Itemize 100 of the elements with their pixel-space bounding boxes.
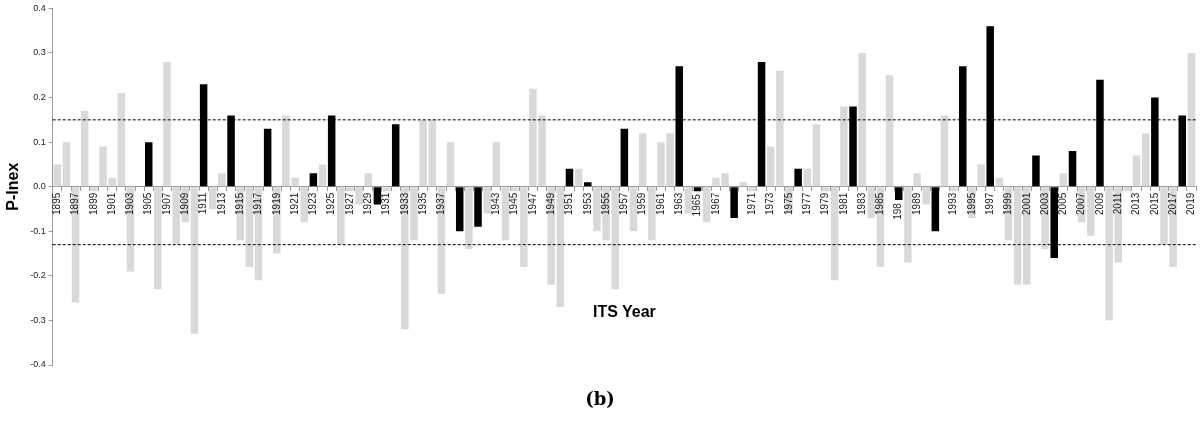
- bar: [1059, 173, 1068, 187]
- x-tick-label: 1977: [801, 192, 813, 215]
- x-tick-label: 1951: [563, 192, 575, 215]
- x-tick-label: 1971: [746, 192, 758, 215]
- bar: [812, 124, 821, 187]
- y-tick-label: 0.1: [33, 136, 46, 147]
- bar: [620, 128, 629, 187]
- x-tick-label: 1927: [343, 192, 355, 215]
- x-tick-label: 1907: [160, 192, 172, 215]
- bar: [977, 164, 985, 187]
- bar: [492, 142, 501, 187]
- x-tick-label: 1901: [105, 192, 117, 215]
- x-tick-label: 1911: [197, 192, 209, 215]
- bar: [584, 182, 592, 187]
- x-tick-label: 1989: [910, 192, 922, 215]
- bar: [364, 173, 373, 187]
- bar: [90, 187, 98, 192]
- bar: [419, 119, 427, 187]
- x-tick-label: 2001: [1020, 192, 1032, 215]
- x-tick-label: 1967: [709, 192, 721, 215]
- bar: [309, 173, 318, 187]
- x-tick-label: 1973: [764, 192, 776, 215]
- bar: [858, 52, 866, 187]
- x-tick-label: 1897: [69, 192, 81, 215]
- x-tick-label: 1931: [380, 192, 392, 215]
- bar: [318, 164, 327, 187]
- bar: [209, 187, 217, 209]
- x-tick-label: 1993: [947, 192, 959, 215]
- x-tick-label: 1949: [544, 192, 556, 215]
- x-tick-label: 198: [892, 202, 904, 220]
- x-tick-label: 1929: [362, 192, 374, 215]
- bar: [455, 187, 464, 232]
- bar: [172, 187, 180, 245]
- bar: [501, 187, 510, 241]
- x-tick-label: 1955: [599, 192, 611, 215]
- bar: [80, 110, 89, 187]
- x-tick-label: 2019: [1185, 192, 1197, 215]
- x-tick-label: 2017: [1166, 192, 1178, 215]
- x-tick-label: 1905: [142, 192, 154, 215]
- bar: [190, 187, 199, 334]
- bar: [428, 119, 437, 187]
- bar: [885, 75, 894, 187]
- bar: [739, 182, 748, 187]
- bar: [840, 106, 848, 187]
- bar: [693, 187, 702, 192]
- bar: [702, 187, 711, 223]
- x-axis-title: ITS Year: [592, 303, 656, 321]
- x-tick-label: 1995: [965, 192, 977, 215]
- bar: [373, 187, 382, 205]
- bar: [766, 146, 775, 187]
- bar: [940, 115, 949, 187]
- x-tick-label: 1985: [874, 192, 886, 215]
- y-tick-label: 0.0: [33, 181, 46, 192]
- bar: [218, 173, 226, 187]
- bar: [730, 187, 738, 218]
- bar: [931, 187, 940, 232]
- y-tick-label: -0.3: [30, 314, 46, 325]
- bar: [245, 187, 254, 267]
- bar: [53, 164, 62, 187]
- x-tick-label: 1953: [581, 192, 593, 215]
- y-tick-label: -0.2: [30, 270, 46, 281]
- bar: [145, 142, 153, 187]
- x-tick-label: 2011: [1112, 192, 1124, 215]
- bar: [803, 168, 812, 187]
- bar: [1123, 187, 1132, 192]
- x-tick-label: 1913: [215, 192, 227, 215]
- bar: [1105, 187, 1113, 321]
- x-tick-label: 1975: [782, 192, 794, 215]
- bar: [638, 133, 647, 187]
- bar: [1023, 187, 1031, 285]
- x-tick-label: 1933: [398, 192, 410, 215]
- y-tick-label: -0.4: [30, 359, 46, 370]
- bar: [1032, 155, 1040, 187]
- x-tick-label: 1983: [855, 192, 867, 215]
- x-tick-label: 1981: [837, 192, 849, 215]
- x-tick-label: 1961: [654, 192, 666, 215]
- bar: [913, 173, 921, 187]
- x-tick-label: 1937: [435, 192, 447, 215]
- bar: [748, 187, 757, 192]
- bar: [867, 187, 876, 218]
- bar: [1132, 155, 1141, 187]
- bar: [1087, 187, 1095, 236]
- x-tick-label: 1895: [51, 192, 63, 215]
- x-tick-label: 1903: [124, 192, 136, 215]
- bar: [519, 187, 528, 267]
- bar: [830, 187, 839, 281]
- bar: [382, 187, 391, 192]
- bar: [300, 187, 308, 223]
- bar: [547, 187, 555, 285]
- bar: [163, 61, 171, 187]
- x-tick-label: 1957: [618, 192, 630, 215]
- bar: [821, 187, 830, 192]
- x-tick-label: 1917: [252, 192, 264, 215]
- bar: [117, 93, 126, 187]
- bar: [922, 187, 930, 205]
- bar: [776, 70, 784, 187]
- x-tick-label: 1945: [508, 192, 520, 215]
- bar: [556, 187, 565, 308]
- bar: [794, 168, 802, 187]
- x-tick-label: 1943: [490, 192, 502, 215]
